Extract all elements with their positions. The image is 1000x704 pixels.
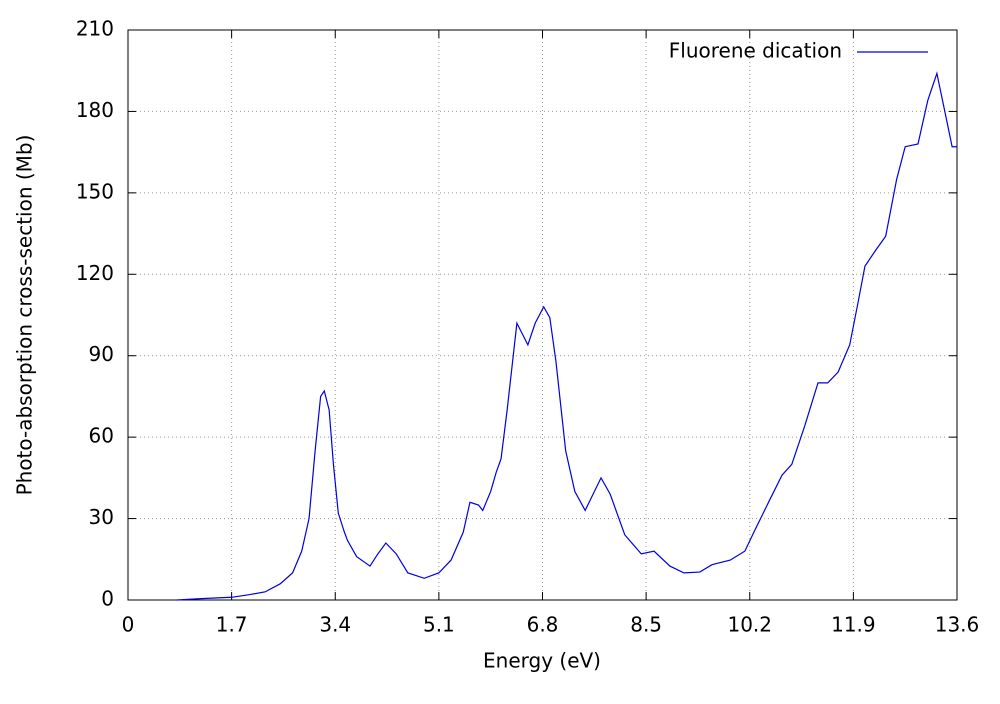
plot-frame [127,29,958,601]
x-tick-label: 1.7 [216,613,248,637]
x-tick-label: 10.2 [727,613,772,637]
y-tick-label: 150 [76,179,114,203]
y-tick-label: 120 [76,261,114,285]
legend-label: Fluorene dication [669,39,842,63]
y-axis-label: Photo-absorption cross-section (Mb) [13,135,37,496]
data-line [176,71,957,601]
y-tick-label: 60 [89,424,114,448]
y-tick-label: 30 [89,505,114,529]
y-tick-label: 90 [89,342,114,366]
y-tick-label: 210 [76,17,114,41]
x-tick-label: 8.5 [630,613,662,637]
x-tick-label: 6.8 [527,613,559,637]
x-axis-label: Energy (eV) [483,649,601,673]
y-tick-label: 0 [101,587,114,611]
x-tick-label: 3.4 [319,613,351,637]
x-tick-label: 11.9 [831,613,876,637]
y-tick-label: 180 [76,98,114,122]
x-tick-label: 5.1 [423,613,455,637]
x-tick-label: 13.6 [935,613,980,637]
x-tick-label: 0 [122,613,135,637]
